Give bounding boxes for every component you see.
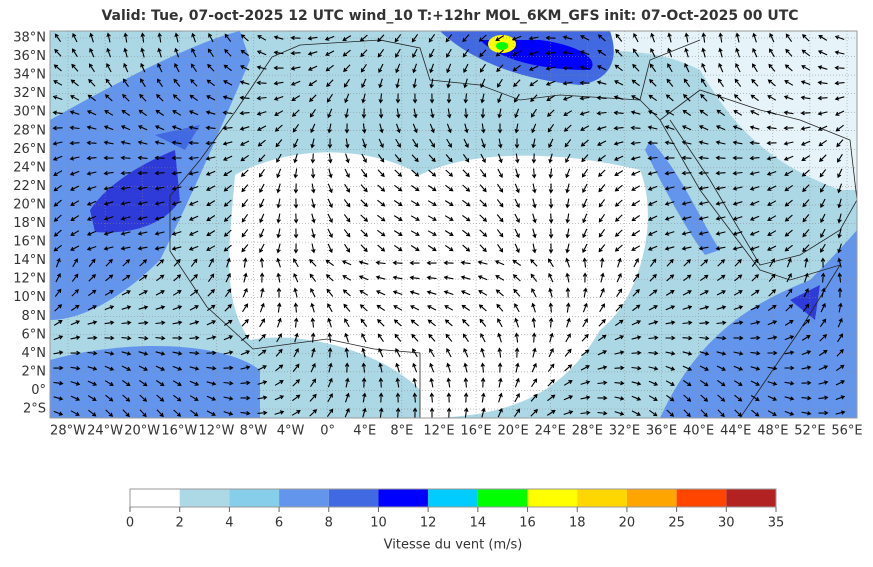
colorbar-tick-label: 20 <box>619 516 636 531</box>
colorbar-segment <box>279 489 329 507</box>
lon-label: 48°E <box>757 424 788 439</box>
lat-label: 8°N <box>22 309 47 324</box>
lat-label: 30°N <box>13 105 46 120</box>
colorbar-segment <box>626 489 677 507</box>
colorbar: 0 2 4 6 8 10 12 14 16 18 20 25 30 35 <box>126 488 785 531</box>
lat-label: 36°N <box>13 49 46 64</box>
colorbar-tick-label: 16 <box>519 516 536 531</box>
lon-label: 52°E <box>794 424 825 439</box>
lon-label: 56°E <box>831 424 862 439</box>
lon-label: 8°W <box>240 424 268 439</box>
colorbar-segment <box>577 489 627 507</box>
colorbar-segment <box>179 489 230 507</box>
lat-label: 6°N <box>22 327 47 342</box>
colorbar-tick-label: 30 <box>718 516 735 531</box>
colorbar-tick-label: 25 <box>668 516 685 531</box>
calm-region <box>229 152 648 418</box>
wind-region <box>496 42 508 50</box>
lat-label: 34°N <box>13 68 46 83</box>
lat-label: 24°N <box>13 160 46 175</box>
lon-label: 24°E <box>535 424 566 439</box>
colorbar-segment <box>428 489 478 507</box>
wind-arrows <box>52 32 846 418</box>
map <box>50 31 857 418</box>
colorbar-tick-label: 0 <box>126 516 134 531</box>
lon-label: 44°E <box>720 424 751 439</box>
colorbar-segment <box>328 489 379 507</box>
colorbar-segment <box>527 489 578 507</box>
map-title: Valid: Tue, 07-oct-2025 12 UTC wind_10 T… <box>101 8 798 24</box>
lat-label: 26°N <box>13 142 46 157</box>
lat-label: 22°N <box>13 179 46 194</box>
lon-label: 8°E <box>390 424 413 439</box>
lat-label: 28°N <box>13 123 46 138</box>
lon-label: 12°W <box>198 424 234 439</box>
lon-label: 12°E <box>423 424 454 439</box>
colorbar-tick-label: 10 <box>370 516 387 531</box>
colorbar-tick-label: 8 <box>325 516 333 531</box>
colorbar-segment <box>130 489 180 507</box>
lon-label: 0° <box>320 424 335 439</box>
colorbar-tick-label: 35 <box>768 516 785 531</box>
lat-label: 2°N <box>22 364 47 379</box>
colorbar-tick-label: 6 <box>275 516 283 531</box>
colorbar-segment <box>229 489 280 507</box>
lon-label: 28°W <box>50 424 86 439</box>
calm-region <box>560 31 857 190</box>
colorbar-tick-label: 18 <box>569 516 586 531</box>
lon-label: 32°E <box>609 424 640 439</box>
colorbar-tick-label: 4 <box>225 516 233 531</box>
wind-region <box>90 150 180 233</box>
lat-label: 0° <box>31 383 46 398</box>
lon-label: 40°E <box>683 424 714 439</box>
lat-label: 32°N <box>13 86 46 101</box>
lat-label: 10°N <box>13 290 46 305</box>
colorbar-segment <box>378 489 429 507</box>
lat-label: 2°S <box>23 402 46 417</box>
colorbar-tick-label: 14 <box>470 516 487 531</box>
lon-label: 16°E <box>460 424 491 439</box>
lat-label: 16°N <box>13 235 46 250</box>
colorbar-frame <box>129 488 777 508</box>
lat-label: 20°N <box>13 197 46 212</box>
colorbar-segment <box>676 489 727 507</box>
lat-label: 4°N <box>22 346 47 361</box>
lon-label: 24°W <box>87 424 123 439</box>
wind-region <box>155 125 200 150</box>
wind-region <box>645 140 720 255</box>
colorbar-tick-label: 2 <box>176 516 184 531</box>
colorbar-label: Vitesse du vent (m/s) <box>384 538 523 553</box>
lon-label: 36°E <box>646 424 677 439</box>
lon-label: 20°W <box>124 424 160 439</box>
lat-label: 14°N <box>13 253 46 268</box>
lat-label: 38°N <box>13 31 46 46</box>
map-frame <box>49 30 858 419</box>
lon-label: 4°W <box>277 424 305 439</box>
wind-region <box>50 346 260 418</box>
lon-label: 16°W <box>161 424 197 439</box>
colorbar-segment <box>726 489 776 507</box>
lat-label: 12°N <box>13 272 46 287</box>
lon-label: 28°E <box>572 424 603 439</box>
wind-region <box>660 230 857 418</box>
wind-region <box>790 285 820 320</box>
colorbar-tick-label: 12 <box>420 516 437 531</box>
lat-label: 18°N <box>13 216 46 231</box>
lon-label: 4°E <box>353 424 376 439</box>
lon-label: 20°E <box>498 424 529 439</box>
colorbar-segment <box>477 489 528 507</box>
